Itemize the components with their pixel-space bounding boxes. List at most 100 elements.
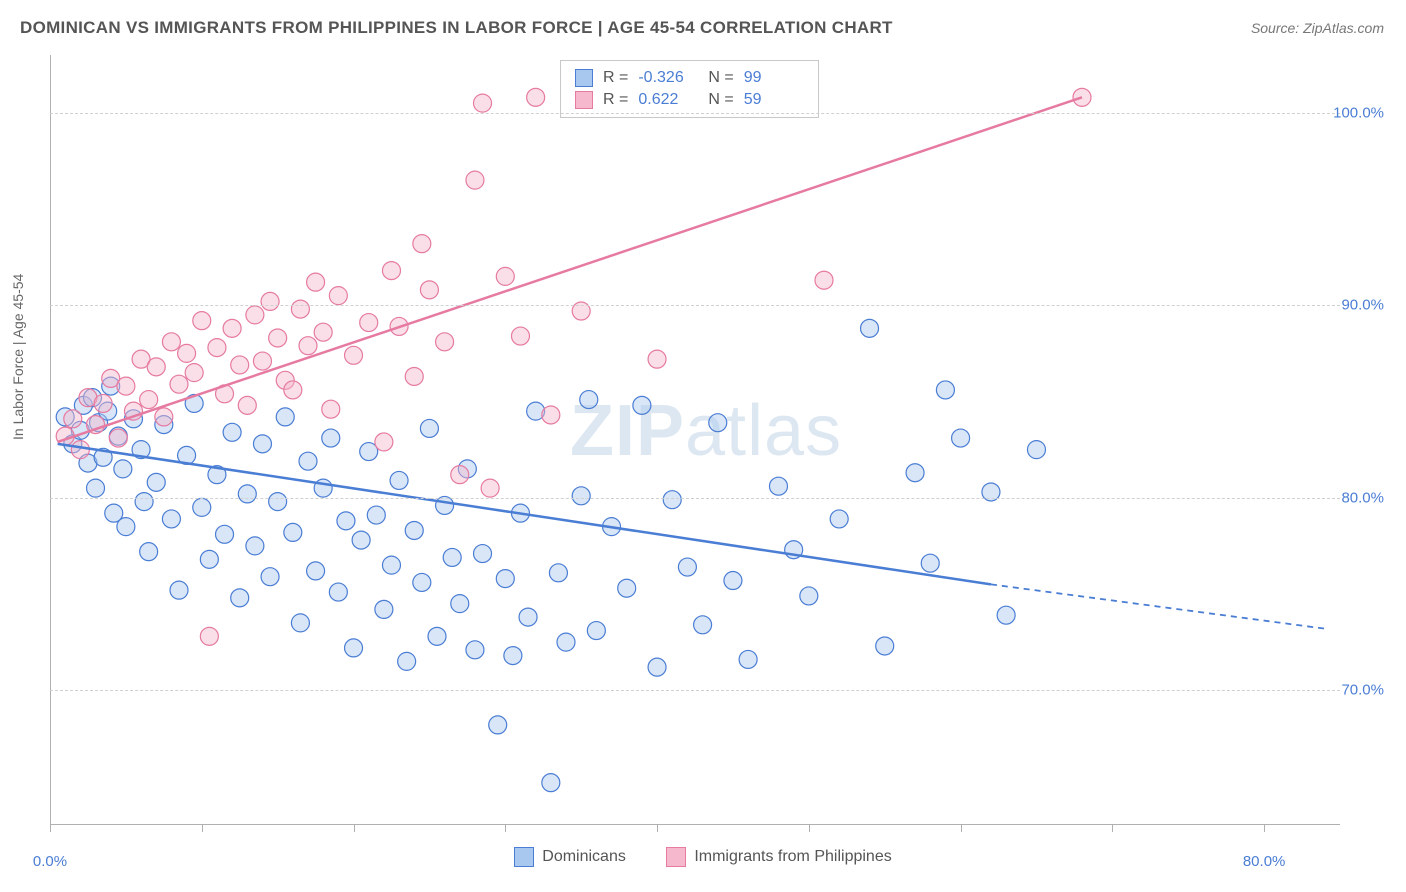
scatter-point	[648, 350, 666, 368]
scatter-point	[238, 485, 256, 503]
scatter-point	[114, 460, 132, 478]
scatter-point	[367, 506, 385, 524]
x-tick-label: 80.0%	[1243, 853, 1286, 870]
scatter-point	[94, 394, 112, 412]
scatter-point	[413, 235, 431, 253]
scatter-point	[200, 550, 218, 568]
scatter-point	[511, 327, 529, 345]
scatter-point	[193, 498, 211, 516]
scatter-point	[223, 319, 241, 337]
x-tick	[961, 824, 962, 832]
scatter-point	[739, 650, 757, 668]
chart-svg	[0, 0, 1406, 892]
legend-n-label-2: N =	[708, 91, 733, 109]
scatter-point	[405, 367, 423, 385]
scatter-point	[238, 396, 256, 414]
scatter-point	[246, 537, 264, 555]
scatter-point	[140, 391, 158, 409]
scatter-point	[519, 608, 537, 626]
scatter-point	[147, 358, 165, 376]
scatter-point	[253, 435, 271, 453]
scatter-point	[307, 562, 325, 580]
scatter-point	[140, 543, 158, 561]
scatter-point	[648, 658, 666, 676]
scatter-point	[436, 496, 454, 514]
scatter-point	[284, 381, 302, 399]
scatter-point	[769, 477, 787, 495]
scatter-point	[155, 408, 173, 426]
y-tick-label: 90.0%	[1341, 297, 1384, 314]
grid-line	[50, 690, 1340, 691]
scatter-point	[360, 314, 378, 332]
scatter-point	[253, 352, 271, 370]
legend-r-value-2: 0.622	[638, 91, 698, 109]
scatter-point	[542, 406, 560, 424]
grid-line	[50, 305, 1340, 306]
x-tick	[1264, 824, 1265, 832]
scatter-point	[876, 637, 894, 655]
scatter-point	[815, 271, 833, 289]
scatter-point	[405, 521, 423, 539]
scatter-point	[451, 466, 469, 484]
scatter-point	[193, 312, 211, 330]
scatter-point	[861, 319, 879, 337]
scatter-point	[117, 518, 135, 536]
scatter-point	[580, 391, 598, 409]
scatter-point	[170, 375, 188, 393]
scatter-point	[299, 452, 317, 470]
scatter-point	[322, 429, 340, 447]
scatter-point	[420, 281, 438, 299]
scatter-point	[504, 647, 522, 665]
scatter-point	[64, 410, 82, 428]
scatter-point	[474, 94, 492, 112]
scatter-point	[382, 556, 400, 574]
scatter-point	[694, 616, 712, 634]
scatter-point	[474, 545, 492, 563]
scatter-point	[337, 512, 355, 530]
scatter-point	[314, 323, 332, 341]
regression-line	[58, 97, 1082, 442]
legend-stats-row-2: R = 0.622 N = 59	[575, 89, 804, 111]
scatter-point	[527, 88, 545, 106]
y-tick-label: 100.0%	[1333, 104, 1384, 121]
scatter-point	[678, 558, 696, 576]
scatter-point	[299, 337, 317, 355]
scatter-point	[284, 523, 302, 541]
legend-n-label: N =	[708, 69, 733, 87]
scatter-point	[633, 396, 651, 414]
scatter-point	[261, 568, 279, 586]
scatter-point	[997, 606, 1015, 624]
scatter-point	[329, 583, 347, 601]
scatter-point	[291, 614, 309, 632]
x-tick	[505, 824, 506, 832]
legend-r-label-2: R =	[603, 91, 628, 109]
scatter-point	[443, 548, 461, 566]
scatter-point	[413, 573, 431, 591]
scatter-point	[557, 633, 575, 651]
scatter-point	[231, 356, 249, 374]
scatter-point	[345, 346, 363, 364]
scatter-point	[208, 339, 226, 357]
grid-line	[50, 113, 1340, 114]
scatter-point	[466, 171, 484, 189]
scatter-point	[663, 491, 681, 509]
legend-stats-row-1: R = -0.326 N = 99	[575, 67, 804, 89]
scatter-point	[709, 414, 727, 432]
scatter-point	[147, 473, 165, 491]
scatter-point	[200, 627, 218, 645]
scatter-point	[382, 262, 400, 280]
scatter-point	[1027, 441, 1045, 459]
scatter-point	[549, 564, 567, 582]
scatter-point	[117, 377, 135, 395]
scatter-point	[428, 627, 446, 645]
scatter-point	[800, 587, 818, 605]
x-tick	[202, 824, 203, 832]
scatter-point	[375, 433, 393, 451]
scatter-point	[390, 471, 408, 489]
scatter-point	[269, 493, 287, 511]
scatter-point	[466, 641, 484, 659]
scatter-point	[398, 652, 416, 670]
scatter-point	[135, 493, 153, 511]
bottom-legend-item-1: Dominicans	[514, 847, 626, 867]
x-tick	[50, 824, 51, 832]
